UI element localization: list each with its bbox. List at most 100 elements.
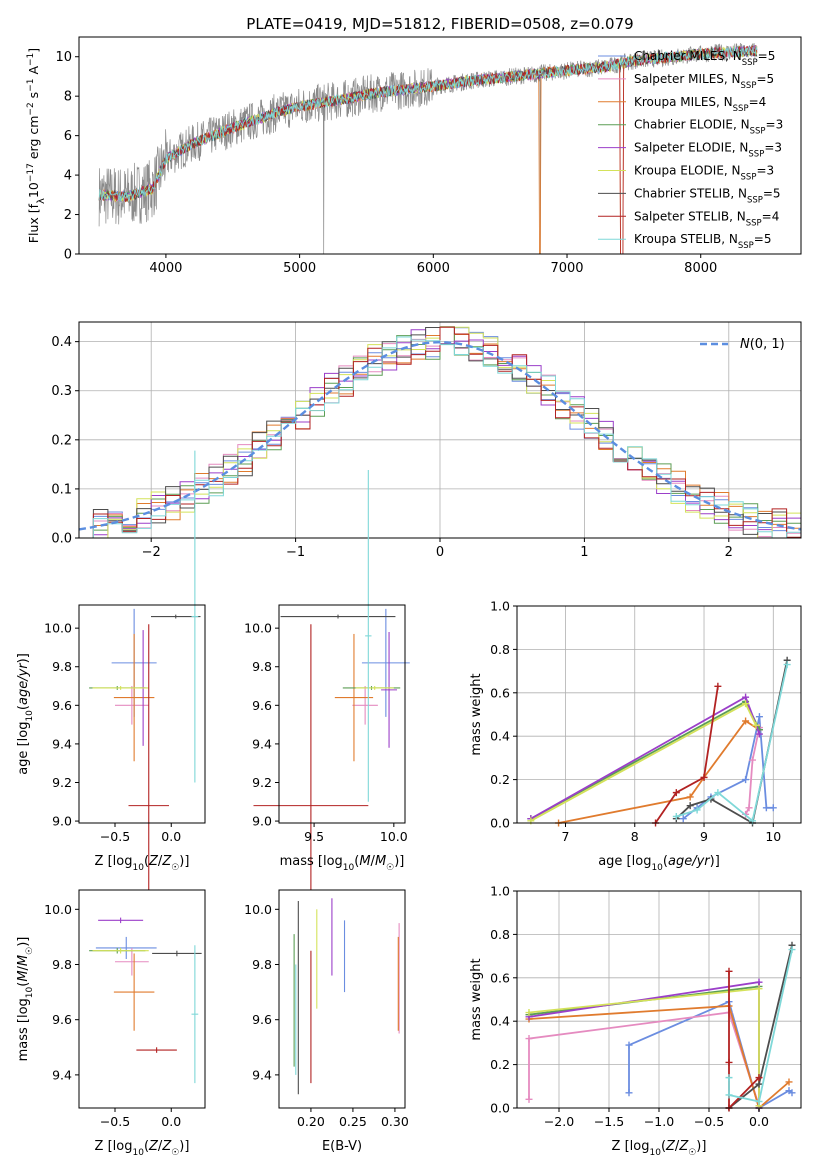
y-tick-label: 0.4 <box>51 335 72 350</box>
plot-area <box>79 605 205 823</box>
label-part: / <box>16 965 31 970</box>
label-part: −2 <box>26 102 36 115</box>
weight-marker <box>625 1041 633 1049</box>
label-part: 10 <box>651 863 663 873</box>
x-tick-label: 10.0 <box>380 829 408 844</box>
label-part: 10 <box>26 182 41 198</box>
label-part: ( <box>663 854 668 869</box>
label-part: / <box>158 1139 163 1154</box>
weight-marker <box>749 756 757 764</box>
label-part: −17 <box>26 163 36 182</box>
legend-entry: Kroupa MILES, NSSP=4 <box>634 95 766 114</box>
x-tick-label: −2.0 <box>544 1114 574 1129</box>
y-tick-label: 0.3 <box>51 384 72 399</box>
axes-frame <box>516 605 802 824</box>
label-part: 10 <box>132 1148 144 1158</box>
weight-marker <box>714 682 722 690</box>
x-tick-label: −0.5 <box>694 1114 724 1129</box>
mass-vs-metallicity-chart: −0.5 0.09.49.69.810.0Z [log10(Z/Z☉)]mass … <box>16 889 206 1158</box>
x-axis-label: Z [log10(Z/Z☉)] <box>95 854 190 873</box>
label-part: Kroupa STELIB, N <box>634 232 738 246</box>
y-tick-label: 6 <box>64 129 72 144</box>
label-part: Kroupa ELODIE, N <box>634 164 741 178</box>
weight-marker <box>679 815 687 823</box>
label-part: SSP <box>742 58 758 68</box>
x-tick-label: 7000 <box>550 261 583 276</box>
x-tick-label: 0.30 <box>381 1114 409 1129</box>
label-part: Z [log <box>95 854 133 869</box>
label-part: =3 <box>756 164 774 178</box>
y-tick-label: 0.2 <box>490 1057 510 1072</box>
mass-vs-ebv-chart: 0.20 0.25 0.30 9.4 9.6 9.8 10.0 E(B-V) <box>244 889 409 1154</box>
x-tick-label: −1.0 <box>644 1114 674 1129</box>
weight-marker <box>725 967 733 975</box>
weight-marker <box>686 793 694 801</box>
label-part: Z [log <box>95 1139 133 1154</box>
x-tick-label: 0.25 <box>339 1114 367 1129</box>
weight-marker <box>725 1058 733 1066</box>
axes-frame <box>278 889 406 1109</box>
x-tick-label: 0 <box>436 545 444 560</box>
x-tick-label: 9 <box>700 829 708 844</box>
label-part: ( <box>16 705 31 710</box>
label-part: ☉ <box>171 863 179 873</box>
y-tick-label: 0.6 <box>490 970 510 985</box>
y-tick-label: 9.4 <box>252 736 272 751</box>
y-tick-label: 0.6 <box>490 685 510 700</box>
legend-entry: Kroupa ELODIE, NSSP=3 <box>634 164 774 183</box>
label-part: Chabrier MILES, N <box>634 49 742 63</box>
label-part: SSP <box>741 81 757 91</box>
label-part: (0, 1) <box>750 337 785 352</box>
label-part: )] <box>394 854 404 869</box>
label-part: Z <box>148 1139 159 1154</box>
y-tick-label: 0.2 <box>51 433 72 448</box>
legend-entry: Salpeter STELIB, NSSP=4 <box>634 209 779 228</box>
weight-marker <box>788 946 796 954</box>
label-part: SSP <box>747 195 763 205</box>
label-part: =4 <box>762 209 780 223</box>
x-axis-label: age [log10(age/yr)] <box>598 854 720 873</box>
residuals-chart: −2 −1 0 1 2 0.0 0.1 0.2 0.3 0.4 N(0, 1) <box>51 321 802 560</box>
x-tick-label: −1.5 <box>594 1114 624 1129</box>
label-part: Salpeter STELIB, N <box>634 209 746 223</box>
label-part: N <box>740 337 750 352</box>
y-tick-label: 9.6 <box>52 1012 72 1027</box>
label-part: ( <box>16 982 31 987</box>
label-part: =5 <box>754 232 772 246</box>
y-tick-label: 9.8 <box>52 659 72 674</box>
y-tick-label: 9.8 <box>252 957 272 972</box>
x-tick-label: 6000 <box>417 261 450 276</box>
label-part: Chabrier STELIB, N <box>634 186 747 200</box>
label-part: age [log <box>16 722 31 775</box>
plot-area <box>517 606 801 823</box>
label-part: age/yr <box>668 854 711 869</box>
label-part: )] <box>16 937 31 947</box>
y-tick-label: 10 <box>55 50 72 65</box>
x-tick-label: −2 <box>142 545 161 560</box>
label-part: ( <box>354 854 359 869</box>
y-axis-label: age [log10(age/yr)] <box>16 653 35 775</box>
label-part: age/yr <box>16 662 31 705</box>
x-tick-label: 4000 <box>149 261 182 276</box>
label-part: Z <box>148 854 159 869</box>
y-tick-label: 10.0 <box>244 902 272 917</box>
y-tick-label: 9.2 <box>252 775 272 790</box>
y-tick-label: 0.2 <box>490 772 510 787</box>
label-part: 10 <box>649 1148 661 1158</box>
weight-marker <box>693 806 701 814</box>
weight-marker <box>783 661 791 669</box>
label-part: Z <box>678 1139 689 1154</box>
x-tick-label: −1 <box>286 545 305 560</box>
y-tick-label: 9.6 <box>252 698 272 713</box>
y-tick-label: 8 <box>64 90 72 105</box>
legend-entry: Salpeter ELODIE, NSSP=3 <box>634 141 782 160</box>
axes-frame <box>78 36 802 255</box>
label-part: =5 <box>763 186 781 200</box>
weight-marker <box>755 1074 763 1082</box>
weight-marker <box>755 730 763 738</box>
y-tick-label: 10.0 <box>44 621 72 636</box>
label-part: SSP <box>750 127 766 137</box>
y-tick-label: 0.4 <box>490 729 510 744</box>
